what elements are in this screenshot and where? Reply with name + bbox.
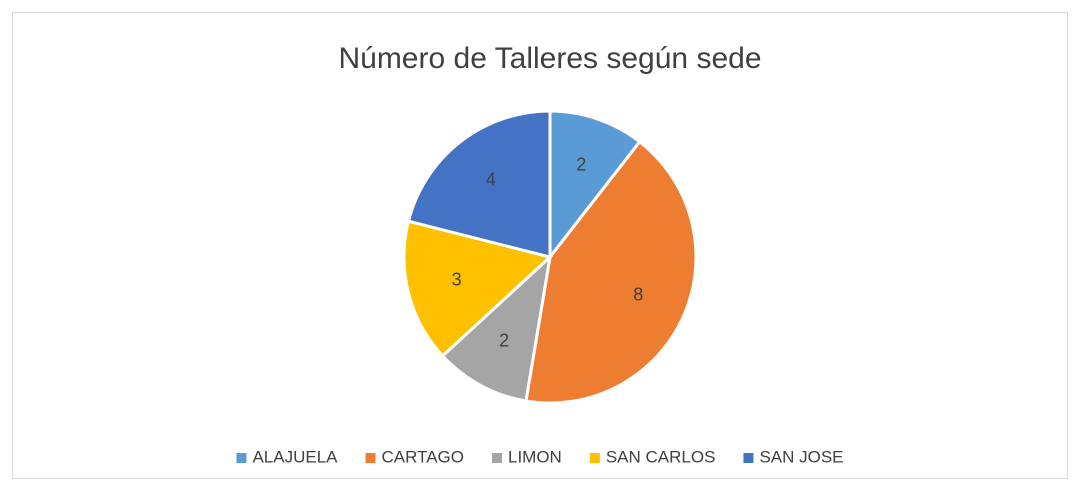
pie-slice	[440, 252, 553, 403]
data-label: 2	[576, 155, 586, 175]
legend-label: SAN CARLOS	[606, 447, 716, 466]
legend-label: ALAJUELA	[252, 447, 338, 466]
pie-slice	[524, 139, 698, 405]
data-label: 3	[452, 269, 462, 289]
pie-slice	[402, 219, 554, 359]
legend-label: LIMON	[508, 447, 562, 466]
chart-title: Número de Talleres según sede	[338, 42, 761, 75]
data-label: 4	[486, 170, 496, 190]
data-label: 2	[499, 330, 509, 350]
data-label: 8	[633, 284, 643, 304]
legend-swatch	[743, 453, 754, 463]
legend-swatch	[365, 453, 376, 463]
pie-slice	[406, 109, 552, 259]
legend-swatch	[236, 453, 247, 463]
legend-swatch	[492, 453, 503, 463]
legend-swatch	[589, 453, 600, 463]
pie-slice	[548, 109, 642, 262]
legend-label: CARTAGO	[382, 447, 465, 466]
legend-label: SAN JOSE	[759, 447, 843, 466]
